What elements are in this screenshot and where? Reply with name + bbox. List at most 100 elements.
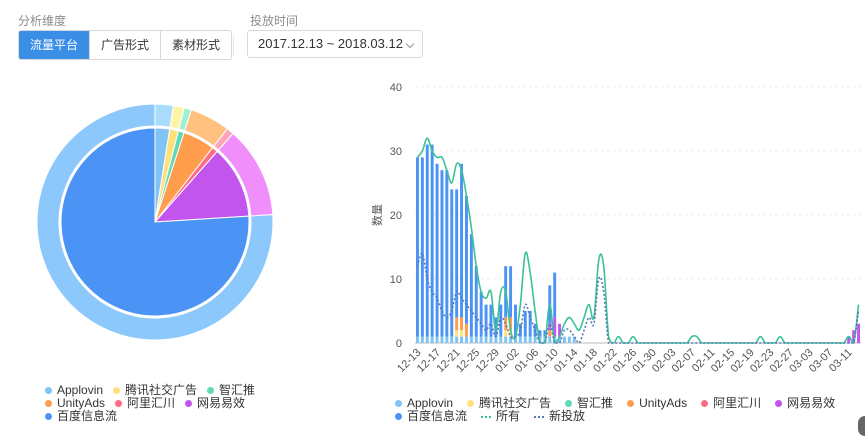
bar-baidu[interactable]	[430, 144, 434, 337]
bar-applovin[interactable]	[430, 336, 434, 343]
bar-baidu[interactable]	[464, 195, 468, 324]
bar-applovin[interactable]	[445, 336, 449, 343]
bar-applovin[interactable]	[558, 336, 562, 343]
bar-legend-item-applovin[interactable]: Applovin	[395, 397, 453, 410]
bar-tencent[interactable]	[455, 330, 459, 337]
bar-applovin[interactable]	[489, 336, 493, 343]
bar-legend-item-new[interactable]: 新投放	[534, 410, 585, 423]
bar-applovin[interactable]	[415, 336, 419, 343]
bar-netease[interactable]	[857, 323, 861, 343]
bar-legend-item-zhihuitui[interactable]: 智汇推	[565, 397, 613, 410]
bar-applovin[interactable]	[450, 336, 454, 343]
bar-applovin[interactable]	[484, 336, 488, 343]
bar-applovin[interactable]	[425, 336, 429, 343]
bar-baidu[interactable]	[523, 311, 527, 337]
bar-baidu[interactable]	[494, 317, 498, 337]
bar-legend-item-unityads[interactable]: UnityAds	[627, 397, 687, 410]
bar-applovin[interactable]	[518, 336, 522, 343]
pie-legend-item-applovin[interactable]: Applovin	[45, 384, 103, 397]
scroll-handle[interactable]	[858, 416, 865, 436]
bar-baidu[interactable]	[425, 144, 429, 337]
bar-legend-item-alihuichuan[interactable]: 阿里汇川	[701, 397, 761, 410]
bar-baidu[interactable]	[460, 163, 464, 318]
bar-baidu[interactable]	[474, 266, 478, 337]
bar-applovin[interactable]	[435, 336, 439, 343]
time-label: 投放时间	[250, 14, 299, 28]
bar-legend-item-baidu[interactable]: 百度信息流	[395, 410, 467, 423]
bar-legend-item-all[interactable]: 所有	[481, 410, 520, 423]
bar-tencent[interactable]	[504, 330, 508, 337]
bar-baidu[interactable]	[445, 170, 449, 337]
bar-unityads[interactable]	[548, 330, 552, 337]
pie-inner-slice-baidu[interactable]	[60, 127, 250, 317]
bar-applovin[interactable]	[514, 336, 517, 343]
pie-legend-item-alihuichuan[interactable]: 阿里汇川	[115, 397, 175, 410]
bar-baidu[interactable]	[484, 304, 488, 337]
bar-applovin[interactable]	[523, 336, 527, 343]
bar-tencent[interactable]	[460, 330, 464, 337]
bar-baidu[interactable]	[538, 330, 542, 337]
bar-baidu[interactable]	[533, 323, 537, 337]
bar-applovin[interactable]	[533, 336, 537, 343]
bar-baidu[interactable]	[415, 157, 419, 337]
bar-applovin[interactable]	[509, 336, 513, 343]
bar-applovin[interactable]	[567, 336, 571, 343]
bar-applovin[interactable]	[455, 336, 459, 343]
bar-applovin[interactable]	[464, 336, 468, 343]
bar-netease[interactable]	[852, 330, 856, 343]
bar-baidu[interactable]	[420, 157, 424, 337]
bar-applovin[interactable]	[474, 336, 478, 343]
bar-applovin[interactable]	[499, 336, 503, 343]
bar-netease[interactable]	[558, 323, 562, 337]
bar-legend-item-netease[interactable]: 网易易效	[775, 397, 835, 410]
bar-baidu[interactable]	[514, 304, 517, 337]
pie-legend-item-tencent[interactable]: 腾讯社交广告	[113, 384, 197, 397]
bar-netease[interactable]	[847, 336, 851, 343]
bar-baidu[interactable]	[450, 189, 454, 337]
legend-marker-icon	[395, 400, 402, 407]
bar-baidu[interactable]	[479, 291, 483, 337]
pie-legend-item-netease[interactable]: 网易易效	[185, 397, 245, 410]
bar-unityads[interactable]	[460, 317, 464, 331]
bar-applovin[interactable]	[504, 336, 508, 343]
bar-baidu[interactable]	[489, 304, 493, 337]
bar-applovin[interactable]	[479, 336, 483, 343]
line-all[interactable]	[416, 137, 860, 344]
bar-baidu[interactable]	[543, 330, 547, 337]
y-tick-label: 10	[390, 274, 402, 286]
bar-baidu[interactable]	[455, 189, 459, 318]
bar-applovin[interactable]	[572, 336, 576, 343]
bar-applovin[interactable]	[528, 336, 532, 343]
pie-legend-item-baidu[interactable]: 百度信息流	[45, 410, 117, 423]
bar-baidu[interactable]	[440, 170, 444, 337]
bar-legend-item-tencent[interactable]: 腾讯社交广告	[467, 397, 551, 410]
bar-applovin[interactable]	[440, 336, 444, 343]
bar-baidu[interactable]	[435, 163, 439, 337]
bar-applovin[interactable]	[469, 336, 473, 343]
bar-baidu[interactable]	[528, 311, 532, 337]
bar-applovin[interactable]	[460, 336, 464, 343]
bar-applovin[interactable]	[420, 336, 424, 343]
bar-baidu[interactable]	[499, 304, 503, 337]
bar-applovin[interactable]	[548, 336, 552, 343]
pie-legend-item-unityads[interactable]: UnityAds	[45, 397, 105, 410]
pie-outer-slice-baidu[interactable]	[36, 103, 274, 341]
tab-ad-format[interactable]: 广告形式	[90, 31, 162, 59]
line-new[interactable]	[416, 252, 860, 344]
bar-baidu[interactable]	[553, 272, 557, 318]
bar-netease[interactable]	[548, 323, 552, 331]
bar-netease[interactable]	[553, 317, 557, 337]
bar-baidu[interactable]	[469, 234, 473, 337]
legend-label: 智汇推	[577, 396, 614, 410]
tab-traffic-platform[interactable]: 流量平台	[19, 31, 91, 59]
pie-inner-slice-netease[interactable]	[153, 150, 250, 223]
bar-baidu[interactable]	[509, 266, 513, 318]
bar-unityads[interactable]	[455, 317, 459, 331]
pie-legend-item-zhihuitui[interactable]: 智汇推	[207, 384, 255, 397]
bar-applovin[interactable]	[494, 336, 498, 343]
bar-unityads[interactable]	[509, 317, 513, 331]
date-range-select[interactable]: 2017.12.13 ~ 2018.03.12	[247, 30, 423, 58]
tab-material-format[interactable]: 素材形式	[161, 31, 232, 59]
bar-applovin[interactable]	[563, 336, 566, 343]
bar-unityads[interactable]	[464, 323, 468, 337]
